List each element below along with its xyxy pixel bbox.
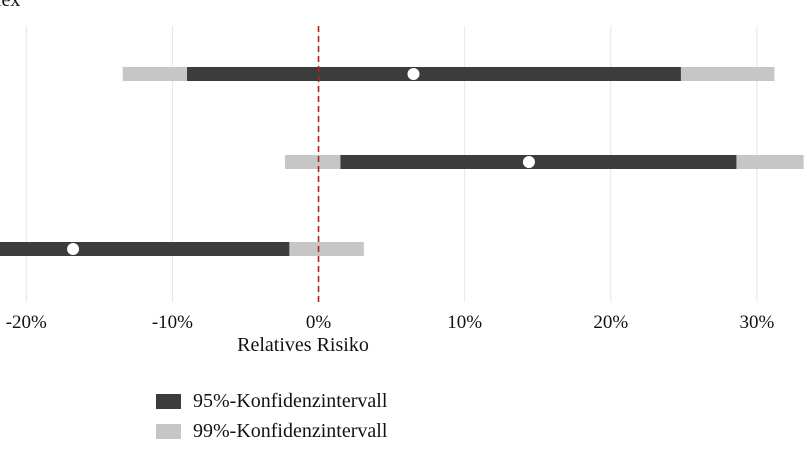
legend-swatch-ci95 [156,393,181,409]
x-tick-label: -20% [6,312,47,333]
legend-label-ci99: 99%-Konfidenzintervall [193,419,388,442]
ci95-bar [340,155,737,169]
estimate-point [522,156,535,168]
x-tick-label: -10% [152,312,193,333]
title-fragment: lex [0,0,20,11]
x-tick-label: 20% [593,312,628,333]
x-axis-ticks: -20% -10% 0% 10% 20% 30% [6,312,775,333]
legend-label-ci95: 95%-Konfidenzintervall [193,389,388,412]
estimate-point [67,243,80,255]
legend-item-ci95: 95%-Konfidenzintervall [156,386,387,416]
x-tick-label: 0% [306,312,332,333]
interval-bars [0,67,804,256]
estimate-point [407,68,420,80]
ci95-bar [187,67,681,81]
x-tick-label: 10% [447,312,482,333]
x-tick-label: 30% [739,312,774,333]
legend-swatch-ci99 [156,423,181,439]
estimate-points [67,68,535,255]
x-axis-label: Relatives Risiko [237,334,369,356]
legend: 95%-Konfidenzintervall 99%-Konfidenzinte… [156,386,387,446]
ci95-bar [0,242,290,256]
legend-item-ci99: 99%-Konfidenzintervall [156,416,387,446]
